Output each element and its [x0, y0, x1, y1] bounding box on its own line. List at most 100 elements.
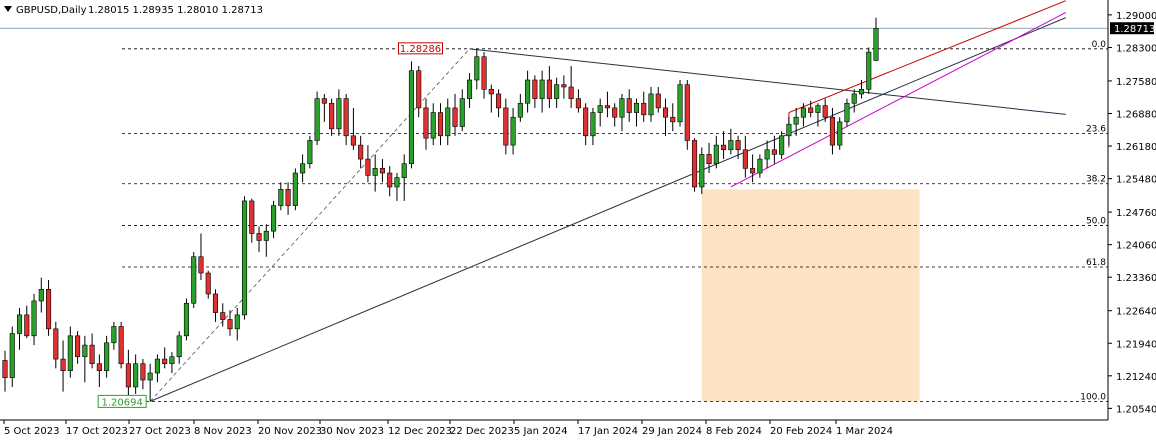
candle[interactable]	[24, 305, 30, 339]
candle[interactable]	[220, 303, 226, 327]
candle[interactable]	[2, 350, 8, 392]
candle[interactable]	[198, 233, 204, 280]
candle[interactable]	[662, 98, 669, 136]
candle[interactable]	[45, 280, 52, 336]
candle[interactable]	[16, 307, 23, 350]
candle[interactable]	[169, 352, 175, 374]
candle[interactable]	[771, 135, 777, 164]
candle[interactable]	[118, 321, 124, 369]
candle[interactable]	[241, 196, 248, 320]
candle[interactable]	[764, 140, 770, 169]
candle[interactable]	[822, 98, 828, 122]
candle[interactable]	[111, 321, 117, 350]
candle[interactable]	[713, 135, 719, 169]
candle[interactable]	[314, 91, 320, 146]
candle[interactable]	[445, 98, 451, 146]
candle[interactable]	[575, 89, 581, 113]
candle[interactable]	[300, 154, 306, 183]
candle[interactable]	[408, 61, 415, 169]
candle[interactable]	[873, 17, 879, 61]
candle[interactable]	[641, 91, 647, 122]
candle[interactable]	[786, 117, 792, 146]
candle[interactable]	[706, 142, 712, 174]
trend-line[interactable]	[149, 17, 1067, 402]
trend-line[interactable]	[788, 0, 1067, 114]
candle[interactable]	[466, 73, 473, 108]
candle[interactable]	[691, 138, 698, 192]
candle[interactable]	[728, 128, 734, 155]
trend-line[interactable]	[730, 12, 1067, 188]
candle[interactable]	[162, 347, 168, 369]
candle[interactable]	[278, 182, 284, 211]
candle[interactable]	[684, 80, 690, 150]
candle[interactable]	[815, 103, 821, 127]
trend-line[interactable]	[469, 48, 1066, 115]
candle[interactable]	[125, 349, 131, 399]
candle[interactable]	[670, 103, 676, 132]
candle[interactable]	[648, 86, 654, 122]
candle[interactable]	[67, 326, 73, 378]
candle[interactable]	[750, 154, 756, 183]
candle[interactable]	[829, 107, 836, 155]
candle[interactable]	[205, 270, 211, 299]
candle[interactable]	[343, 93, 349, 146]
candle[interactable]	[387, 166, 393, 197]
candle[interactable]	[793, 107, 799, 136]
candle[interactable]	[104, 335, 110, 378]
candle[interactable]	[256, 226, 262, 253]
candle[interactable]	[227, 310, 233, 336]
candle[interactable]	[488, 84, 494, 113]
candle[interactable]	[779, 131, 785, 160]
candle[interactable]	[604, 91, 610, 118]
candle[interactable]	[655, 86, 661, 113]
candle[interactable]	[481, 52, 487, 99]
candle[interactable]	[53, 321, 59, 369]
candle[interactable]	[590, 107, 596, 146]
candle[interactable]	[191, 252, 197, 308]
candle[interactable]	[452, 93, 458, 136]
candle[interactable]	[546, 66, 552, 108]
candle[interactable]	[394, 173, 400, 201]
dropdown-triangle-icon[interactable]	[4, 6, 12, 12]
candle[interactable]	[379, 159, 385, 183]
candle[interactable]	[517, 93, 523, 122]
candle[interactable]	[539, 70, 545, 113]
candle[interactable]	[837, 117, 843, 150]
candle[interactable]	[31, 293, 37, 346]
candle[interactable]	[307, 135, 313, 169]
candle[interactable]	[416, 66, 422, 118]
candle[interactable]	[619, 93, 625, 132]
candle[interactable]	[154, 354, 160, 383]
candle[interactable]	[372, 154, 378, 192]
candle[interactable]	[82, 335, 88, 383]
candle[interactable]	[75, 331, 81, 364]
candle[interactable]	[9, 326, 15, 387]
candle[interactable]	[358, 135, 364, 169]
candle[interactable]	[633, 98, 640, 127]
candle[interactable]	[176, 331, 182, 364]
demand-zone[interactable]	[701, 189, 920, 402]
candle[interactable]	[858, 80, 865, 99]
candle[interactable]	[423, 98, 429, 150]
candle[interactable]	[336, 89, 342, 136]
candle[interactable]	[561, 75, 567, 99]
candle[interactable]	[249, 198, 255, 243]
candle[interactable]	[38, 277, 44, 313]
candle[interactable]	[866, 47, 872, 94]
candle[interactable]	[430, 103, 436, 146]
candle[interactable]	[503, 98, 509, 155]
candle[interactable]	[510, 107, 516, 155]
candle[interactable]	[757, 154, 763, 178]
candle[interactable]	[677, 80, 683, 127]
candle[interactable]	[292, 168, 298, 211]
candle[interactable]	[263, 224, 269, 257]
candle[interactable]	[851, 89, 857, 113]
candle[interactable]	[271, 200, 277, 239]
candle[interactable]	[626, 89, 632, 122]
candle[interactable]	[742, 135, 748, 178]
candle[interactable]	[800, 103, 806, 127]
candle[interactable]	[212, 289, 219, 322]
candle[interactable]	[844, 98, 850, 127]
